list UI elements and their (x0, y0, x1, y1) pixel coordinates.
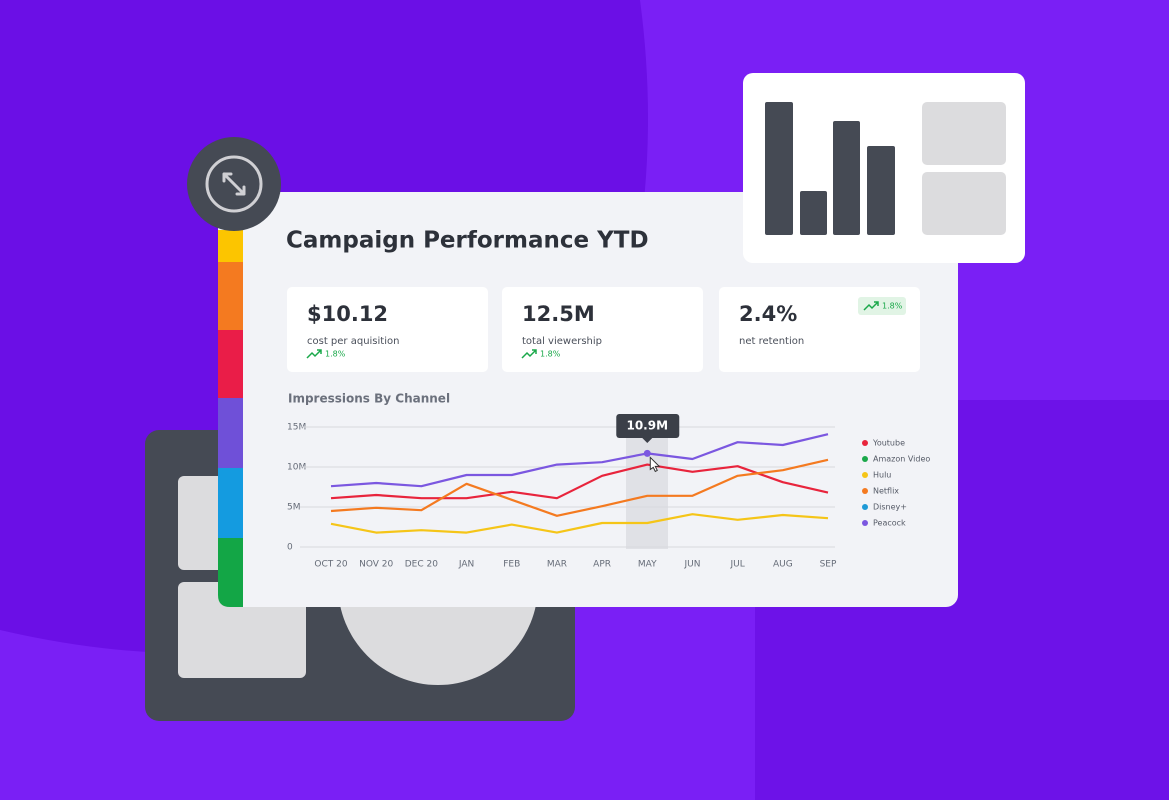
x-tick-label: NOV 20 (359, 560, 393, 570)
placeholder (922, 102, 1006, 165)
kpi-change: 1.8% (325, 350, 346, 359)
hover-band (626, 427, 668, 549)
kpi-label: total viewership (522, 336, 602, 347)
kpi-label: net retention (739, 336, 804, 347)
legend-swatch (862, 504, 868, 510)
kpi-label: cost per aquisition (307, 336, 399, 347)
title: Campaign Performance YTD (286, 228, 649, 254)
legend-swatch (862, 456, 868, 462)
x-tick-label: MAR (547, 560, 567, 570)
expand-ring (205, 155, 263, 213)
legend-label: Disney+ (873, 503, 907, 512)
y-tick-label: 0 (287, 543, 293, 553)
x-tick-label: JUN (683, 560, 700, 570)
legend-swatch (862, 472, 868, 478)
x-tick-label: JUL (730, 560, 745, 570)
x-tick-label: MAY (638, 560, 657, 570)
tooltip-pointer (642, 438, 653, 443)
legend-label: Youtube (872, 439, 905, 448)
trend-icon (306, 349, 322, 359)
y-tick-label: 15M (287, 423, 306, 433)
x-tick-label: AUG (773, 560, 793, 570)
x-tick-label: SEP (820, 560, 837, 570)
y-tick-label: 5M (287, 503, 301, 513)
legend-label: Hulu (873, 471, 891, 480)
y-tick-label: 10M (287, 463, 306, 473)
trend-icon (521, 349, 537, 359)
x-tick-label: OCT 20 (314, 560, 347, 570)
legend-swatch (862, 488, 868, 494)
widget-bars (765, 102, 895, 235)
expand-icon (222, 172, 246, 196)
tooltip (616, 414, 680, 438)
hover-point (643, 449, 651, 457)
kpi-value: $10.12 (307, 302, 388, 326)
kpi-card (502, 287, 703, 372)
legend-swatch (862, 440, 868, 446)
kpi-change: 1.8% (540, 350, 561, 359)
x-tick-label: APR (593, 560, 611, 570)
chart-title: Impressions By Channel (288, 392, 450, 406)
kpi-change: 1.8% (882, 302, 903, 311)
tooltip-text: 10.9M (626, 419, 668, 433)
legend-swatch (862, 520, 868, 526)
legend-label: Netflix (873, 487, 899, 496)
series-line (330, 513, 829, 534)
kpi-value: 2.4% (739, 302, 797, 326)
series-line (330, 463, 829, 500)
legend-label: Amazon Video (873, 455, 930, 464)
kpi-badge (858, 297, 906, 315)
series-line (330, 433, 829, 488)
placeholder (922, 172, 1006, 235)
kpi-value: 12.5M (522, 302, 595, 326)
cursor (649, 456, 661, 473)
color-strip (218, 230, 243, 607)
kpi-card (287, 287, 488, 372)
x-tick-label: DEC 20 (405, 560, 438, 570)
legend-label: Peacock (873, 519, 906, 528)
series-line (330, 458, 829, 517)
x-tick-label: JAN (458, 560, 474, 570)
trend-icon (863, 301, 879, 311)
x-tick-label: FEB (503, 560, 520, 570)
